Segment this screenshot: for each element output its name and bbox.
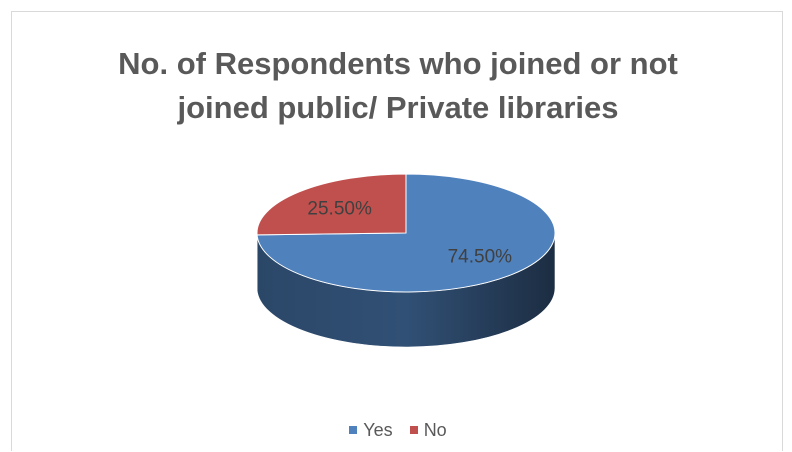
chart-title: No. of Respondents who joined or not joi… xyxy=(12,42,784,130)
legend-item-yes: Yes xyxy=(349,419,393,441)
chart-title-line-2: joined public/ Private libraries xyxy=(177,90,619,125)
data-label-yes: 74.50% xyxy=(448,247,513,268)
chart-area: No. of Respondents who joined or not joi… xyxy=(11,11,783,451)
legend-swatch-yes xyxy=(349,426,358,434)
data-label-no: 25.50% xyxy=(307,199,372,220)
legend-item-no: No xyxy=(409,419,447,441)
pie-slice-no xyxy=(256,173,407,236)
legend-label-yes: Yes xyxy=(363,419,393,440)
pie-chart: 74.50% 25.50% xyxy=(256,173,556,348)
legend-swatch-no xyxy=(409,426,418,434)
legend: Yes No xyxy=(12,418,784,441)
chart-title-line-1: No. of Respondents who joined or not xyxy=(118,46,678,81)
legend-label-no: No xyxy=(423,419,447,440)
